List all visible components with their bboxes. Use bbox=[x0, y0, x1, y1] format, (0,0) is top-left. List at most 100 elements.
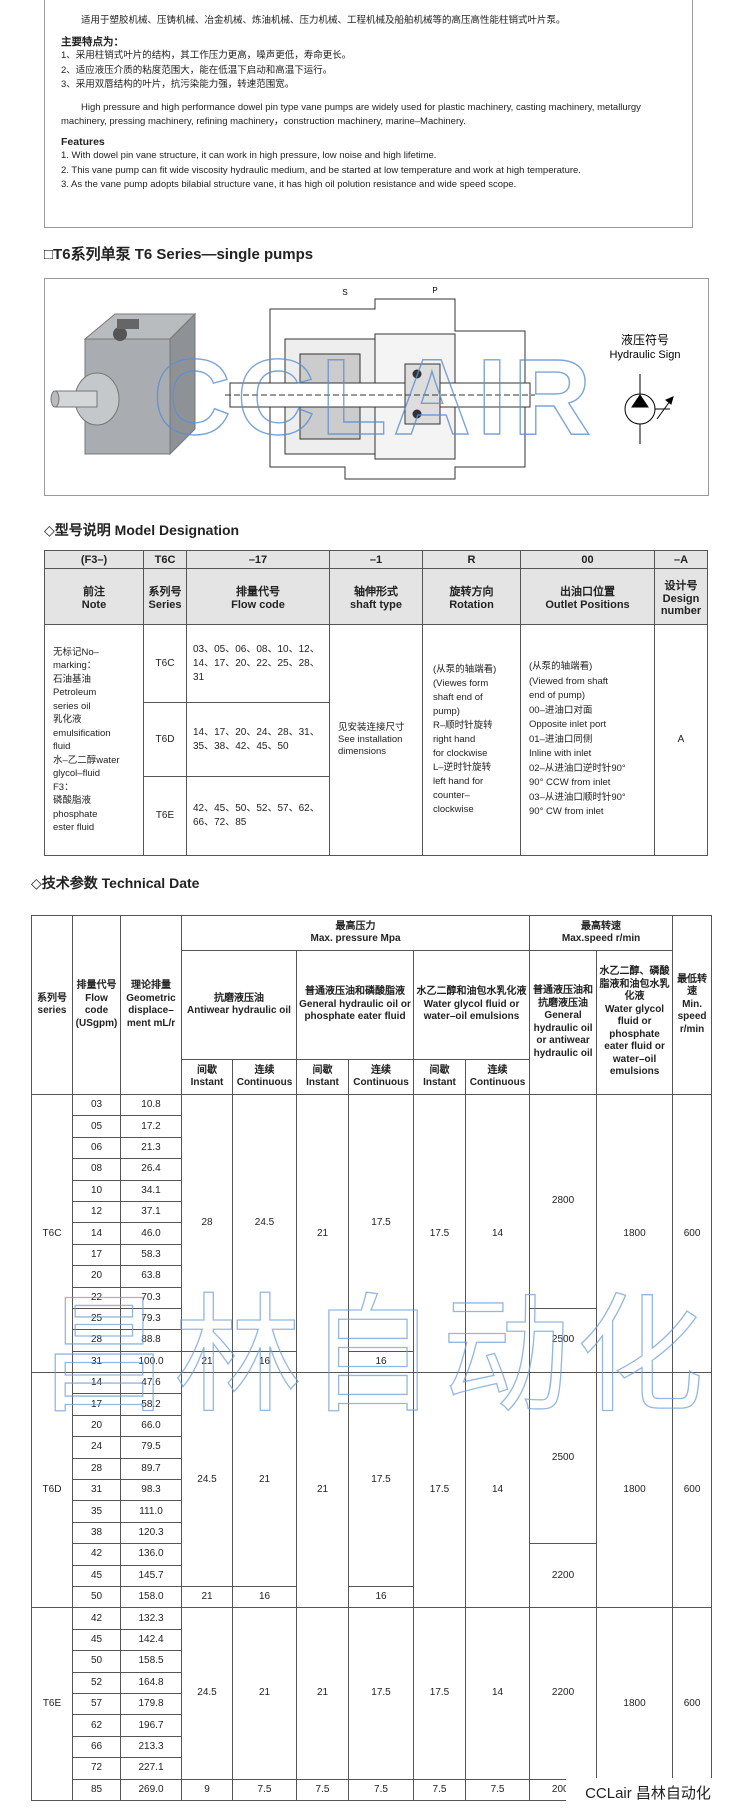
displacement-cell: 98.3 bbox=[120, 1479, 182, 1502]
header-cn: 间歇 bbox=[429, 1064, 450, 1076]
text-line: Inline with inlet bbox=[529, 748, 592, 760]
text-line: Opposite inlet port bbox=[529, 719, 607, 731]
general-instant-cell: 21 bbox=[296, 1093, 349, 1374]
water-continuous-cell: 7.5 bbox=[464, 1778, 531, 1801]
displacement-cell: 196.7 bbox=[120, 1714, 182, 1737]
displacement-cell: 158.5 bbox=[120, 1650, 182, 1673]
displacement-cell: 63.8 bbox=[120, 1265, 182, 1288]
flow-code-cell: 14 bbox=[72, 1372, 121, 1395]
pump-photo bbox=[50, 312, 197, 456]
features-en-title: Features bbox=[61, 135, 105, 148]
intro-en: High pressure and high performance dowel… bbox=[61, 101, 641, 128]
header-en: Flow code (USgpm) bbox=[75, 992, 118, 1029]
flow-code-cell: 06 bbox=[72, 1136, 121, 1160]
general-continuous-cell: 16 bbox=[348, 1350, 414, 1374]
general-instant-cell: 21 bbox=[296, 1607, 349, 1780]
displacement-cell: 136.0 bbox=[120, 1543, 182, 1566]
speed-water-cell: 1800 bbox=[596, 1093, 674, 1374]
flow-code-cell: 10 bbox=[72, 1179, 121, 1202]
header-cn: 水乙二醇和油包水乳化液 bbox=[416, 986, 527, 998]
flow-code-cell: 05 bbox=[72, 1115, 121, 1138]
antiwear-continuous-cell: 24.5 bbox=[232, 1094, 297, 1352]
header-cn: 系列号 bbox=[148, 585, 182, 598]
header-cn: 间歇 bbox=[197, 1064, 217, 1076]
min-speed-cell: 600 bbox=[672, 1093, 713, 1374]
data-row: 25 79.3 2500 bbox=[32, 1307, 712, 1374]
flow-code-cell: 50 bbox=[72, 1585, 121, 1609]
general-continuous-cell: 7.5 bbox=[348, 1778, 414, 1801]
text-line: series oil bbox=[53, 700, 91, 712]
header-en: Continuous bbox=[236, 1077, 293, 1088]
text-line: 1、采用柱销式叶片的结构，其工作压力更高，噪声更低，寿命更长。 bbox=[61, 50, 352, 61]
code-cell: –17 bbox=[186, 550, 330, 569]
data-row: T6C 03 10.8 28 24.5 21 17.5 17.5 14 2800 1800 600 bbox=[31, 1093, 713, 1374]
speed-general-cell: 2500 bbox=[529, 1372, 598, 1545]
text-line: Petroleum bbox=[53, 687, 97, 698]
header-en: Note bbox=[81, 598, 107, 611]
flow-code-cell: 28 bbox=[72, 1329, 121, 1352]
column-header: 间歇 Instant bbox=[181, 1059, 233, 1095]
intro-box: 适用于塑胶机械、压铸机械、冶金机械、炼油机械、压力机械、工程机械及船舶机械等的高… bbox=[44, 0, 693, 228]
general-instant-cell: 7.5 bbox=[296, 1778, 349, 1801]
speed-water-cell: 1800 bbox=[596, 1372, 674, 1609]
text-line: 石油基油 bbox=[53, 673, 92, 685]
column-header: 排量代号 Flow code bbox=[186, 568, 330, 625]
text-line: left hand for bbox=[433, 776, 484, 787]
data-row: 31 100.0 21 16 16 bbox=[32, 1350, 712, 1374]
code-row: (F3–) T6C –17 –1 R 00 –A bbox=[44, 550, 708, 569]
model-heading: ◇型号说明 Model Designation bbox=[44, 522, 240, 538]
column-header: 最高转速 Max.speed r/min bbox=[529, 915, 674, 951]
data-row: T6D 14 47.6 24.5 21 21 17.5 17.5 14 2500 1800 600 bbox=[31, 1372, 713, 1609]
flow-code-cell: 42 bbox=[72, 1607, 121, 1630]
speed-general-cell: 2800 bbox=[529, 1094, 598, 1309]
column-header: 连续 Continuous bbox=[232, 1059, 297, 1095]
hydraulic-symbol bbox=[624, 374, 674, 444]
displacement-cell: 26.4 bbox=[120, 1158, 182, 1181]
footer: CCLair 昌林自动化 bbox=[566, 1778, 730, 1809]
data-row: 62 196.7 bbox=[32, 1714, 712, 1737]
row: T6D 14、17、20、24、28、31、35、38、42、45、50 bbox=[45, 702, 708, 777]
column-header: 系列号 Series bbox=[143, 568, 187, 625]
displacement-cell: 17.2 bbox=[120, 1115, 182, 1138]
text-line: right hand bbox=[433, 734, 476, 745]
sign-cn: 液压符号 bbox=[621, 332, 669, 347]
data-row: 14 46.0 bbox=[32, 1222, 712, 1245]
general-continuous-cell: 17.5 bbox=[348, 1607, 414, 1780]
text-line: 2. This vane pump can fit wide viscosity… bbox=[61, 164, 581, 176]
column-header: 最高压力 Max. pressure Mpa bbox=[180, 915, 531, 951]
header-en: Flow code bbox=[231, 598, 285, 611]
text-line: fluid bbox=[53, 741, 71, 752]
flow-code-cell: 20 bbox=[72, 1265, 121, 1288]
data-row: 72 227.1 bbox=[32, 1757, 712, 1780]
flow-code-cell: 17 bbox=[72, 1243, 121, 1267]
text-line: emulsification bbox=[53, 727, 111, 739]
displacement-cell: 179.8 bbox=[120, 1692, 182, 1716]
port-s-label: S bbox=[342, 288, 347, 297]
header-en: General hydraulic oil or antiwear hydrau… bbox=[533, 1010, 593, 1059]
figure: S P 液压符号 Hydraulic Sign CCLAIR bbox=[50, 286, 680, 480]
water-instant-cell: 17.5 bbox=[413, 1093, 466, 1374]
displacement-cell: 79.3 bbox=[120, 1307, 182, 1331]
features-en: 1. With dowel pin vane structure, it can… bbox=[61, 149, 692, 193]
text-line: 无标记No– bbox=[53, 646, 99, 658]
flow-code-cell: 31 bbox=[72, 1350, 121, 1374]
header-en: Instant bbox=[306, 1077, 339, 1088]
text-line: 02–从进油口逆时针90° bbox=[529, 762, 626, 774]
header-en: Instant bbox=[190, 1077, 224, 1088]
speed-general-cell: 2500 bbox=[529, 1307, 598, 1374]
water-instant-cell: 7.5 bbox=[413, 1778, 466, 1801]
series-cell: T6E bbox=[31, 1607, 73, 1801]
text-line: marking： bbox=[53, 660, 97, 671]
column-header: 连续 Continuous bbox=[348, 1059, 414, 1095]
text-line: 90° CW from inlet bbox=[529, 806, 604, 818]
flow-code-cell: 50 bbox=[72, 1650, 121, 1673]
header-cn: 设计号 bbox=[664, 579, 698, 592]
header-en: shaft type bbox=[350, 598, 402, 611]
displacement-cell: 37.1 bbox=[120, 1200, 182, 1224]
data-row: 66 213.3 bbox=[32, 1735, 712, 1759]
column-header: 排量代号 Flow code (USgpm) bbox=[72, 915, 121, 1095]
header-en: General hydraulic oil or phosphate eater… bbox=[299, 998, 411, 1023]
design-cell: A bbox=[654, 624, 708, 856]
header-cn: 普通液压油和磷酸脂液 bbox=[305, 986, 405, 998]
water-continuous-cell: 14 bbox=[464, 1093, 531, 1374]
